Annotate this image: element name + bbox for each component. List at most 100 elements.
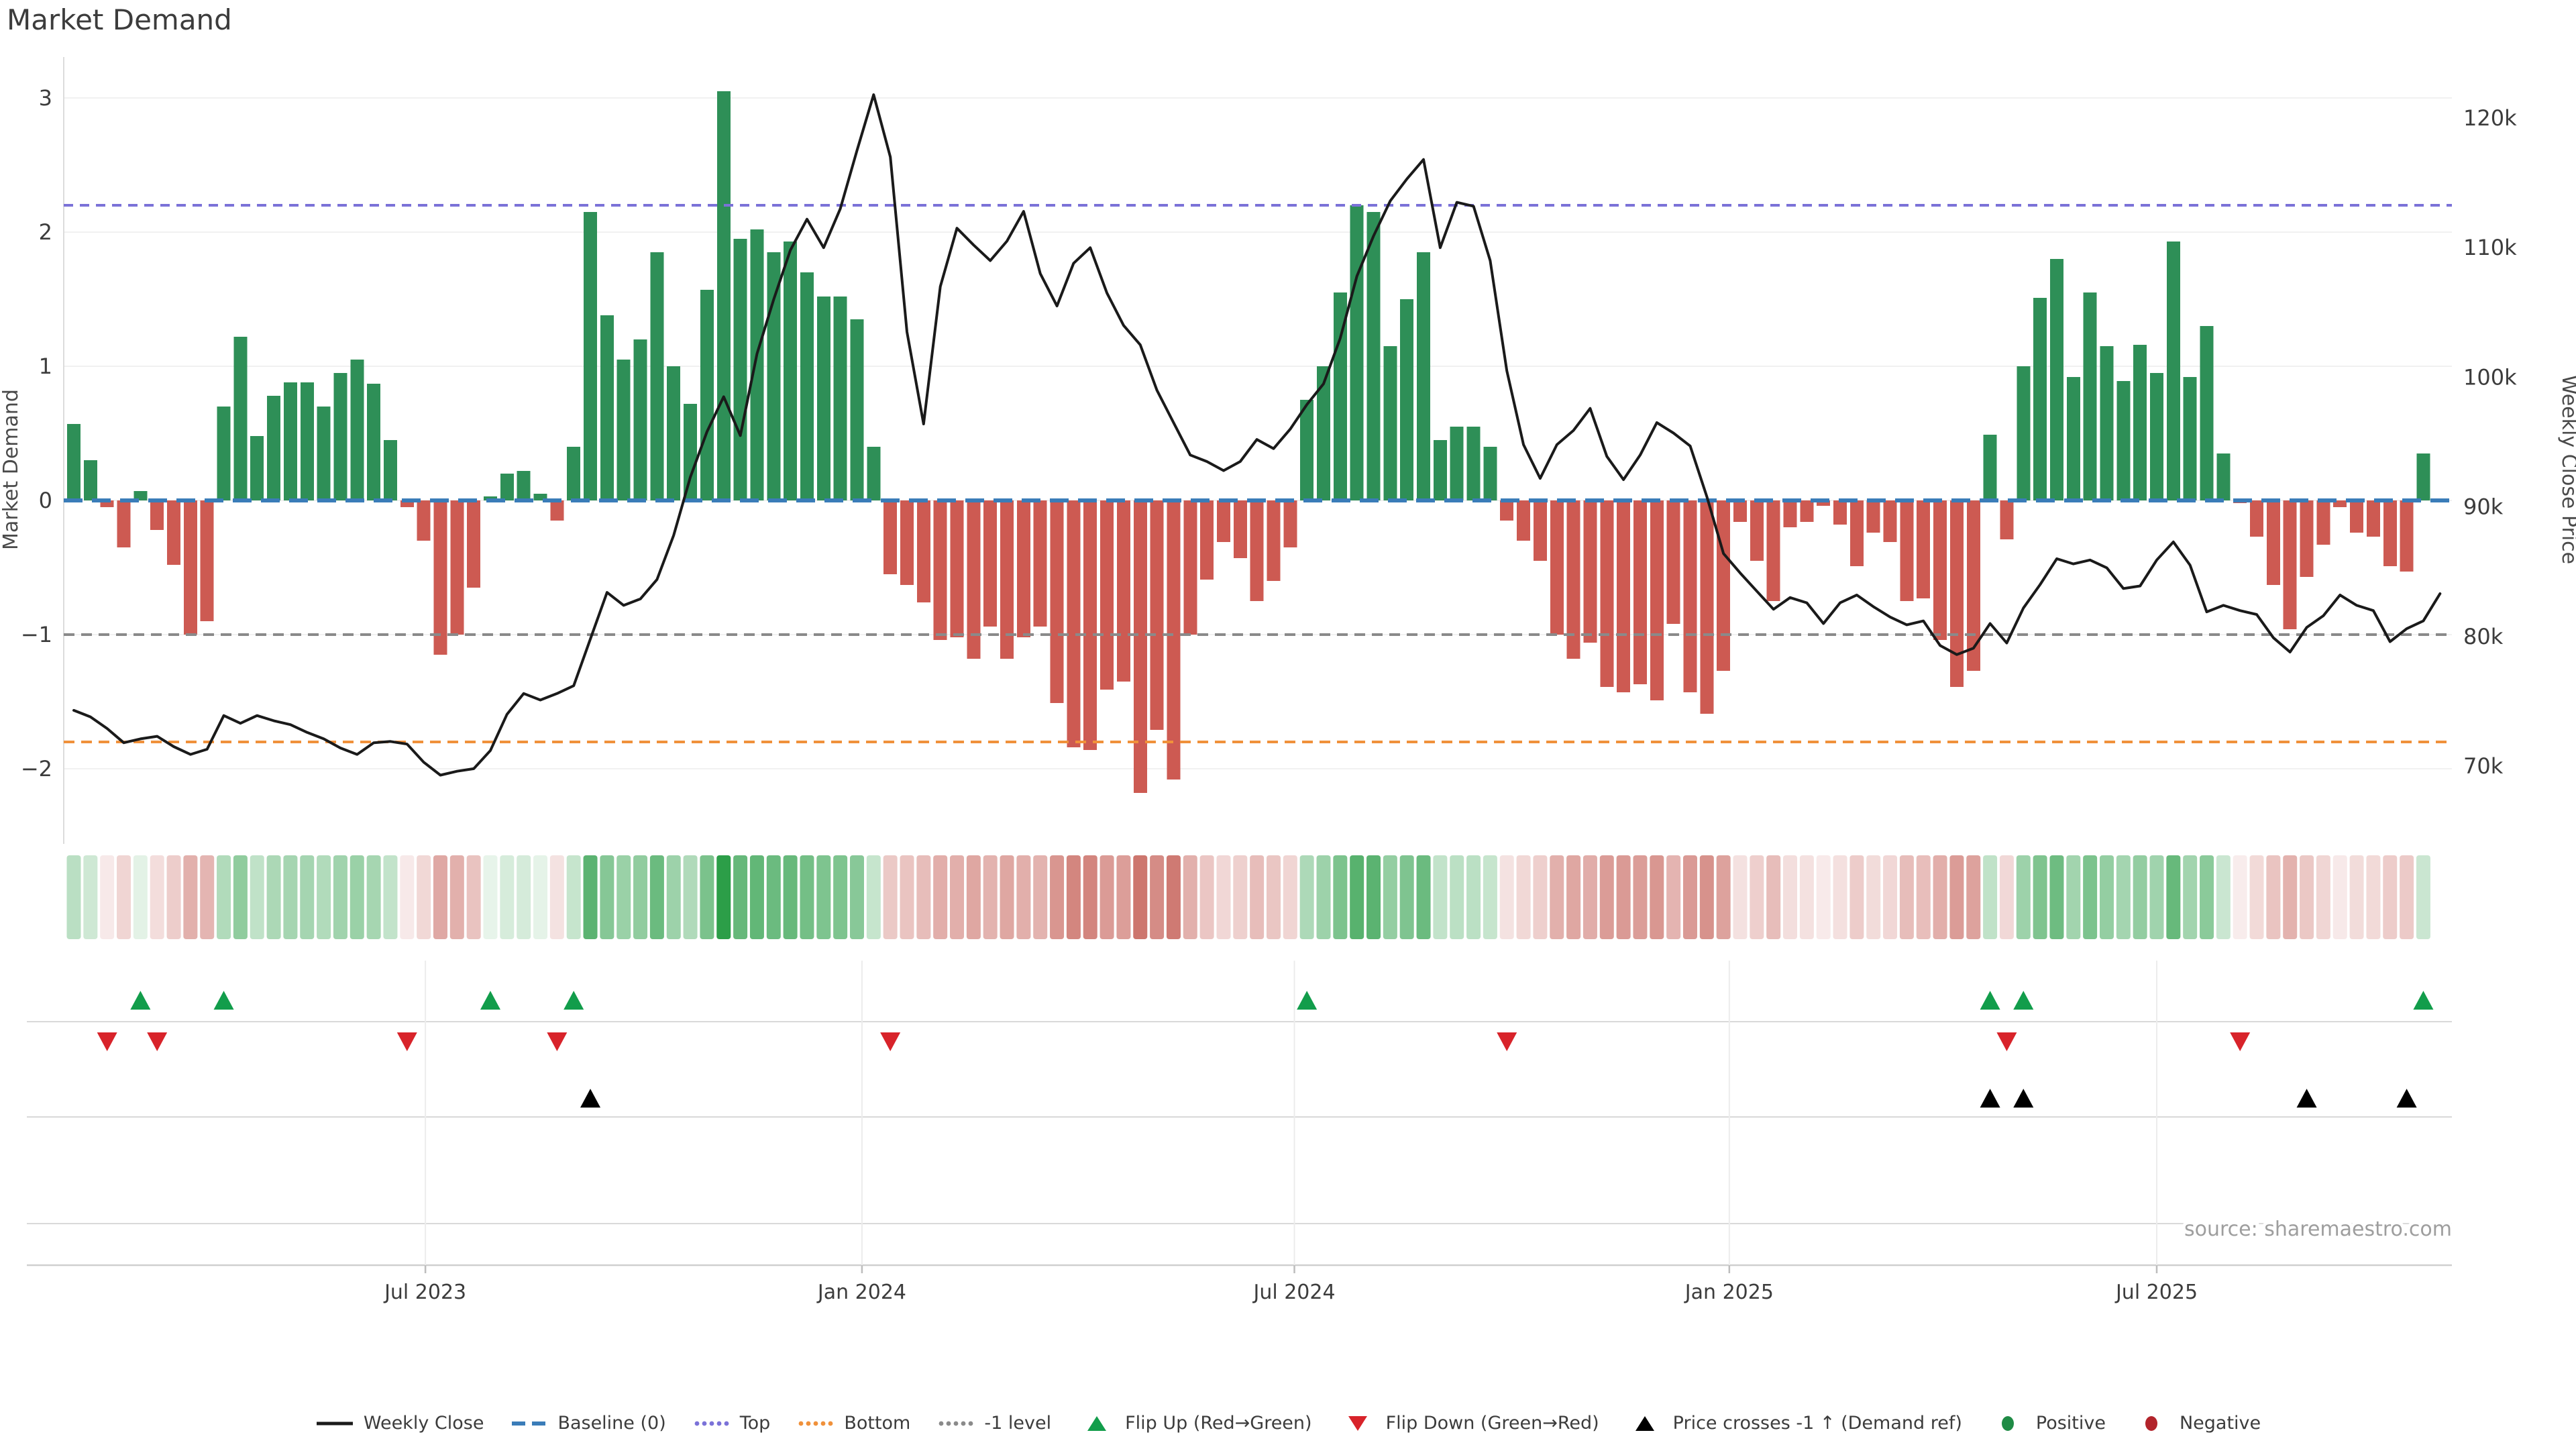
x-axis-tick-label: Jul 2023: [383, 1281, 466, 1304]
demand-bar-positive: [350, 360, 364, 500]
legend-item-flip-up: Flip Up (Red→Green): [1077, 1413, 1312, 1434]
demand-bar-positive: [684, 404, 698, 500]
heatmap-cell: [1133, 855, 1148, 939]
demand-bar-negative: [1683, 500, 1697, 692]
heatmap-cell: [2133, 855, 2147, 939]
heatmap-cell: [2083, 855, 2098, 939]
legend-label: Flip Up (Red→Green): [1125, 1413, 1312, 1434]
demand-bar-positive: [716, 91, 731, 500]
heatmap-cell: [2166, 855, 2181, 939]
demand-bar-positive: [2049, 259, 2063, 500]
heatmap-cell: [883, 855, 898, 939]
weekly-close-path: [72, 93, 2442, 777]
heatmap-cell: [683, 855, 698, 939]
demand-bar-negative: [2000, 500, 2014, 539]
heatmap-cell: [2300, 855, 2314, 939]
marker-panel-lines: [27, 961, 2452, 1273]
heatmap-cell: [1216, 855, 1231, 939]
demand-bar-positive: [1317, 366, 1330, 500]
demand-bar-negative: [1000, 500, 1014, 659]
flip-down-marker-icon: [1996, 1032, 2017, 1051]
heatmap-cell: [1582, 855, 1597, 939]
heatmap-cell: [483, 855, 498, 939]
heatmap-cell: [1750, 855, 1764, 939]
demand-bar-positive: [800, 272, 814, 500]
x-axis-tick-label: Jan 2025: [1684, 1281, 1774, 1304]
price-cross-marker-icon: [1980, 1089, 2000, 1108]
demand-bar-negative: [1817, 500, 1831, 506]
heatmap-cell: [100, 855, 115, 939]
triangle-up-legend-icon: [1635, 1415, 1654, 1431]
demand-bar-positive: [500, 474, 514, 500]
heatmap-cell: [350, 855, 364, 939]
demand-bar-positive: [250, 436, 264, 500]
demand-bar-negative: [1250, 500, 1264, 601]
heatmap-cell: [1399, 855, 1414, 939]
heatmap-cell: [1199, 855, 1214, 939]
heatmap-cell: [1949, 855, 1964, 939]
heatmap-cell: [716, 855, 731, 939]
legend-marker: [692, 1415, 732, 1432]
demand-bar-positive: [67, 424, 80, 500]
heatmap-cell: [150, 855, 164, 939]
heatmap-cell: [616, 855, 631, 939]
right-axis-title: Weekly Close Price: [2557, 375, 2576, 564]
demand-bar-positive: [1400, 299, 1414, 500]
legend-label: -1 level: [984, 1413, 1052, 1434]
demand-bar-negative: [150, 500, 164, 530]
demand-bar-negative: [2383, 500, 2397, 566]
demand-bar-positive: [2116, 381, 2131, 500]
heatmap-cell: [549, 855, 564, 939]
demand-bar-negative: [1666, 500, 1680, 624]
heatmap-cell: [1116, 855, 1131, 939]
heatmap-cell: [2149, 855, 2164, 939]
heatmap-cell: [1099, 855, 1114, 939]
heatmap-cell: [2316, 855, 2330, 939]
heatmap-cell: [1816, 855, 1831, 939]
demand-bar-negative: [400, 500, 414, 507]
demand-bar-positive: [700, 290, 714, 500]
demand-bar-negative: [1900, 500, 1914, 601]
demand-bar-negative: [1883, 500, 1897, 542]
heatmap-cell: [1633, 855, 1648, 939]
heatmap-cell: [1899, 855, 1914, 939]
dashes-legend-icon: [512, 1421, 546, 1426]
legend-marker: [1077, 1415, 1117, 1432]
demand-bar-positive: [2150, 373, 2163, 500]
heatmap-cell: [916, 855, 931, 939]
heatmap-cell: [1499, 855, 1514, 939]
demand-bar-negative: [950, 500, 964, 637]
heatmap-cell: [900, 855, 914, 939]
demand-bar-positive: [2100, 346, 2114, 500]
demand-bar-positive: [667, 366, 681, 500]
heatmap-cell: [1783, 855, 1798, 939]
demand-bar-positive: [1383, 346, 1397, 500]
heatmap-cell: [783, 855, 798, 939]
demand-bar-negative: [1783, 500, 1797, 527]
heatmap-cell: [633, 855, 648, 939]
demand-bar-negative: [200, 500, 214, 621]
legend-label: Price crosses -1 ↑ (Demand ref): [1672, 1413, 1962, 1434]
demand-bar-negative: [1550, 500, 1564, 635]
heatmap-cell: [333, 855, 347, 939]
demand-bar-positive: [1417, 252, 1431, 500]
heatmap-cell: [2016, 855, 2031, 939]
heatmap-cell: [117, 855, 131, 939]
right-axis-tick-label: 120k: [2463, 105, 2517, 131]
flip-down-marker-icon: [880, 1032, 901, 1051]
heatmap-cell: [766, 855, 781, 939]
demand-bar-positive: [233, 337, 248, 500]
axis-tick-labels: 3 2 1 0 −1 −2 120k 110k 100k 90k 80k 70k Jul 2023 Jan…: [21, 85, 2517, 1304]
heatmap-cell: [1450, 855, 1464, 939]
demand-bar-positive: [600, 315, 614, 500]
demand-bar-positive: [816, 297, 830, 500]
heatmap-cell: [1533, 855, 1548, 939]
demand-bar-negative: [1733, 500, 1747, 522]
heatmap-cell: [466, 855, 481, 939]
heatmap-cell: [1366, 855, 1381, 939]
dots-legend-icon: [798, 1421, 833, 1426]
heatmap-cell: [800, 855, 814, 939]
demand-bar-positive: [1300, 400, 1314, 500]
demand-bar-negative: [1533, 500, 1547, 561]
demand-bar-negative: [1116, 500, 1130, 682]
